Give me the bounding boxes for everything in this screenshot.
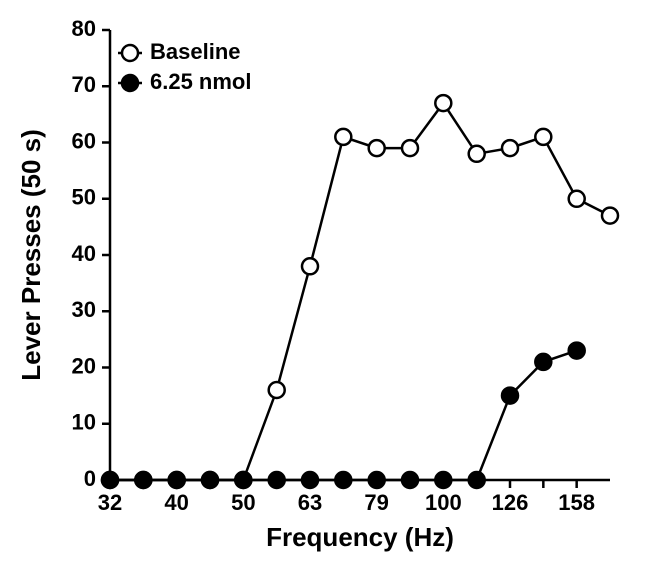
y-tick-label: 40 [72,241,96,266]
legend-marker-icon [122,45,138,61]
series-marker-6.25-nmol [502,388,518,404]
series-marker-6.25-nmol [402,472,418,488]
series-marker-baseline [602,208,618,224]
series-marker-6.25-nmol [469,472,485,488]
series-marker-baseline [435,95,451,111]
x-tick-label: 158 [558,490,595,515]
y-tick-label: 60 [72,128,96,153]
series-marker-6.25-nmol [435,472,451,488]
series-marker-6.25-nmol [535,354,551,370]
series-marker-baseline [469,146,485,162]
y-tick-label: 10 [72,410,96,435]
series-marker-baseline [302,258,318,274]
series-marker-6.25-nmol [335,472,351,488]
series-marker-6.25-nmol [569,343,585,359]
legend-marker-icon [122,75,138,91]
y-axis-label: Lever Presses (50 s) [16,129,46,381]
series-marker-6.25-nmol [302,472,318,488]
x-tick-label: 50 [231,490,255,515]
x-tick-label: 32 [98,490,122,515]
series-marker-baseline [535,129,551,145]
series-marker-baseline [335,129,351,145]
series-marker-6.25-nmol [202,472,218,488]
x-tick-label: 100 [425,490,462,515]
x-tick-label: 79 [364,490,388,515]
x-tick-label: 63 [298,490,322,515]
legend-label: 6.25 nmol [150,69,251,94]
series-marker-6.25-nmol [102,472,118,488]
y-tick-label: 80 [72,16,96,41]
series-marker-6.25-nmol [235,472,251,488]
y-tick-label: 20 [72,353,96,378]
series-marker-baseline [269,382,285,398]
lever-press-frequency-chart: 0 10 20 30 40 50 60 70 80 32 40 50 63 79 100 126 158 Freq… [0,0,656,587]
y-tick-label: 50 [72,185,96,210]
y-tick-label: 30 [72,297,96,322]
x-tick-label: 40 [164,490,188,515]
series-marker-baseline [502,140,518,156]
series-marker-baseline [569,191,585,207]
y-tick-label: 0 [84,466,96,491]
legend-label: Baseline [150,39,241,64]
series-marker-6.25-nmol [269,472,285,488]
y-tick-label: 70 [72,72,96,97]
series-marker-baseline [402,140,418,156]
x-axis-label: Frequency (Hz) [266,522,454,552]
x-tick-label: 126 [492,490,529,515]
series-marker-6.25-nmol [369,472,385,488]
series-marker-6.25-nmol [135,472,151,488]
series-marker-baseline [369,140,385,156]
series-marker-6.25-nmol [169,472,185,488]
